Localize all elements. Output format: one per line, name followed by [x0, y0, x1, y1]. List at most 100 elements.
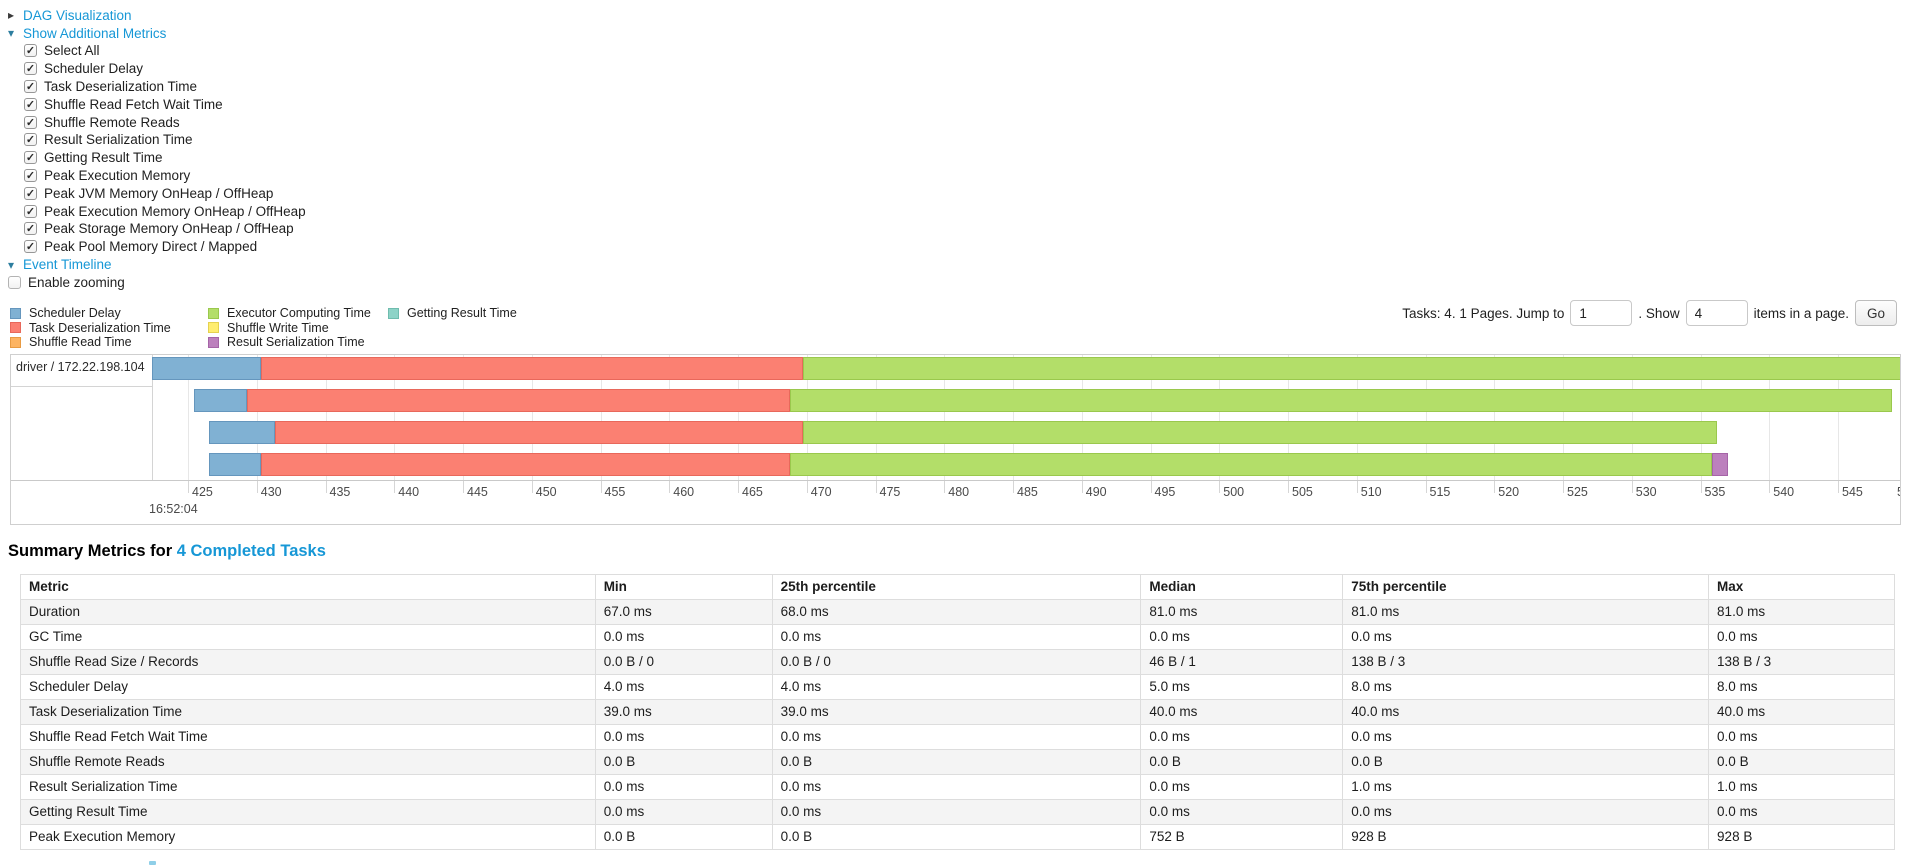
metric-value-cell: 0.0 ms	[1342, 799, 1710, 825]
enable-zooming-checkbox[interactable]	[8, 275, 21, 289]
timeline-bar-scheduler-delay[interactable]	[208, 421, 275, 444]
legend-item-result-serialization: Result Serialization Time	[208, 335, 388, 350]
timeline-bar-scheduler-delay[interactable]	[193, 389, 248, 412]
table-header-cell: Median	[1140, 574, 1344, 600]
dag-visualization-link[interactable]: DAG Visualization	[23, 7, 132, 23]
tick-label: 515	[1429, 485, 1451, 499]
metric-checkbox-row: ✓ Result Serialization Time	[24, 131, 306, 149]
metric-checkbox-row: ✓ Peak Pool Memory Direct / Mapped	[24, 238, 306, 256]
metric-checkbox-result-serialization-time[interactable]: ✓	[24, 133, 37, 147]
metric-name-cell: Shuffle Remote Reads	[20, 749, 596, 775]
gridline	[325, 355, 327, 480]
table-row: Peak Execution Memory 0.0 B 0.0 B 752 B 928 …	[20, 824, 1895, 850]
metric-checkbox-label: Peak Storage Memory OnHeap / OffHeap	[44, 221, 294, 237]
go-button[interactable]: Go	[1854, 300, 1897, 326]
metric-value-cell: 0.0 ms	[594, 799, 773, 825]
timeline-bar-scheduler-delay[interactable]	[152, 357, 261, 380]
dag-visualization-toggle[interactable]: ▸ DAG Visualization	[8, 6, 306, 24]
metric-value-cell: 4.0 ms	[594, 674, 773, 700]
timeline-bar-executor-computing[interactable]	[790, 389, 1892, 412]
metric-checkbox-task-deserialization-time[interactable]: ✓	[24, 79, 37, 93]
gridline	[1631, 355, 1633, 480]
metric-checkbox-getting-result-time[interactable]: ✓	[24, 151, 37, 165]
shuffle-read-swatch-icon	[10, 336, 21, 348]
timeline-bar-deserialization[interactable]	[260, 453, 791, 476]
metric-checkbox-peak-jvm-memory-onheap-offheap[interactable]: ✓	[24, 186, 37, 200]
metric-checkbox-shuffle-read-fetch-wait-time[interactable]: ✓	[24, 97, 37, 111]
metric-checkbox-peak-execution-memory-onheap-offheap[interactable]: ✓	[24, 204, 37, 218]
metric-checkbox-scheduler-delay[interactable]: ✓	[24, 62, 37, 76]
metric-value-cell: 0.0 B	[771, 824, 1142, 850]
metric-value-cell: 0.0 B	[594, 824, 773, 850]
timeline-bar-executor-computing[interactable]	[802, 357, 1900, 380]
tick-mark	[600, 480, 602, 493]
timeline-bar-result-serialization[interactable]	[1711, 453, 1728, 476]
metric-checkbox-label: Shuffle Remote Reads	[44, 114, 180, 130]
items-per-page-input[interactable]	[1685, 300, 1748, 326]
metric-value-cell: 0.0 B / 0	[771, 649, 1142, 675]
table-header-row: Metric Min 25th percentile Median 75th perce…	[20, 574, 1895, 600]
metric-checkbox-peak-pool-memory-direct-mapped[interactable]: ✓	[24, 240, 37, 254]
metric-checkbox-row: ✓ Peak Execution Memory OnHeap / OffHeap	[24, 202, 306, 220]
tick-label: 435	[329, 485, 351, 499]
event-timeline-link[interactable]: Event Timeline	[23, 257, 112, 273]
metric-value-cell: 1.0 ms	[1708, 774, 1895, 800]
metric-value-cell: 928 B	[1342, 824, 1710, 850]
metric-checkbox-peak-execution-memory[interactable]: ✓	[24, 168, 37, 182]
show-additional-metrics-link[interactable]: Show Additional Metrics	[23, 25, 167, 41]
metric-value-cell: 138 B / 3	[1342, 649, 1710, 675]
metric-checkbox-row: ✓ Getting Result Time	[24, 149, 306, 167]
gridline	[531, 355, 533, 480]
metric-checkbox-shuffle-remote-reads[interactable]: ✓	[24, 115, 37, 129]
completed-tasks-link[interactable]: 4 Completed Tasks	[176, 542, 326, 560]
items-in-page-label: items in a page.	[1753, 305, 1849, 321]
tick-mark	[1563, 480, 1564, 493]
metric-checkbox-label: Peak JVM Memory OnHeap / OffHeap	[44, 185, 274, 201]
timeline-bar-deserialization[interactable]	[247, 389, 791, 412]
metric-value-cell: 0.0 ms	[1708, 624, 1895, 650]
table-header-cell: Min	[594, 574, 773, 600]
metric-value-cell: 0.0 ms	[771, 724, 1142, 750]
timeline-bar-scheduler-delay[interactable]	[208, 453, 261, 476]
event-timeline-toggle[interactable]: ▾ Event Timeline	[8, 256, 306, 274]
timeline-bar-executor-computing[interactable]	[790, 453, 1712, 476]
show-additional-metrics-toggle[interactable]: ▾ Show Additional Metrics	[8, 24, 306, 42]
timeline-legend: Scheduler Delay Task Deserialization Time…	[10, 306, 517, 350]
metric-value-cell: 8.0 ms	[1708, 674, 1895, 700]
metric-value-cell: 40.0 ms	[1708, 699, 1895, 725]
timeline-bar-deserialization[interactable]	[260, 357, 803, 380]
metric-checkbox-row: ✓ Task Deserialization Time	[24, 78, 306, 96]
legend-item-shuffle-write: Shuffle Write Time	[208, 321, 388, 336]
metric-value-cell: 8.0 ms	[1342, 674, 1710, 700]
arrow-down-icon: ▾	[8, 257, 15, 272]
metric-value-cell: 40.0 ms	[1342, 699, 1710, 725]
collapsible-controls: ▸ DAG Visualization ▾ Show Additional Me…	[8, 6, 306, 291]
enable-zooming-label: Enable zooming	[28, 274, 125, 290]
timeline-group-column: driver / 172.22.198.104	[11, 355, 153, 480]
axis-separator-line	[11, 480, 1900, 481]
metric-value-cell: 81.0 ms	[1708, 599, 1895, 625]
clipped-next-section-artifact	[149, 861, 156, 865]
gridline	[600, 355, 602, 480]
tick-mark	[1081, 480, 1083, 493]
gridline	[463, 355, 464, 480]
timeline-bar-executor-computing[interactable]	[802, 421, 1717, 444]
gridline	[1356, 355, 1358, 480]
metric-value-cell: 0.0 B	[1342, 749, 1710, 775]
metric-value-cell: 0.0 ms	[771, 799, 1142, 825]
tick-label: 550	[1897, 485, 1900, 499]
metric-checkbox-select-all[interactable]: ✓	[24, 44, 37, 58]
metric-value-cell: 46 B / 1	[1140, 649, 1344, 675]
table-header-cell: 75th percentile	[1342, 574, 1710, 600]
gridline	[256, 355, 258, 480]
legend-item-executor-computing: Executor Computing Time	[208, 306, 388, 321]
jump-to-page-input[interactable]	[1570, 300, 1633, 326]
metric-checkbox-peak-storage-memory-onheap-offheap[interactable]: ✓	[24, 222, 37, 236]
metric-name-cell: Scheduler Delay	[20, 674, 596, 700]
legend-label: Shuffle Write Time	[227, 320, 329, 335]
metric-checkbox-row: ✓ Peak JVM Memory OnHeap / OffHeap	[24, 184, 306, 202]
timeline-bar-deserialization[interactable]	[274, 421, 803, 444]
metric-name-cell: Shuffle Read Size / Records	[20, 649, 596, 675]
shuffle-write-swatch-icon	[208, 322, 219, 334]
metric-value-cell: 5.0 ms	[1140, 674, 1344, 700]
